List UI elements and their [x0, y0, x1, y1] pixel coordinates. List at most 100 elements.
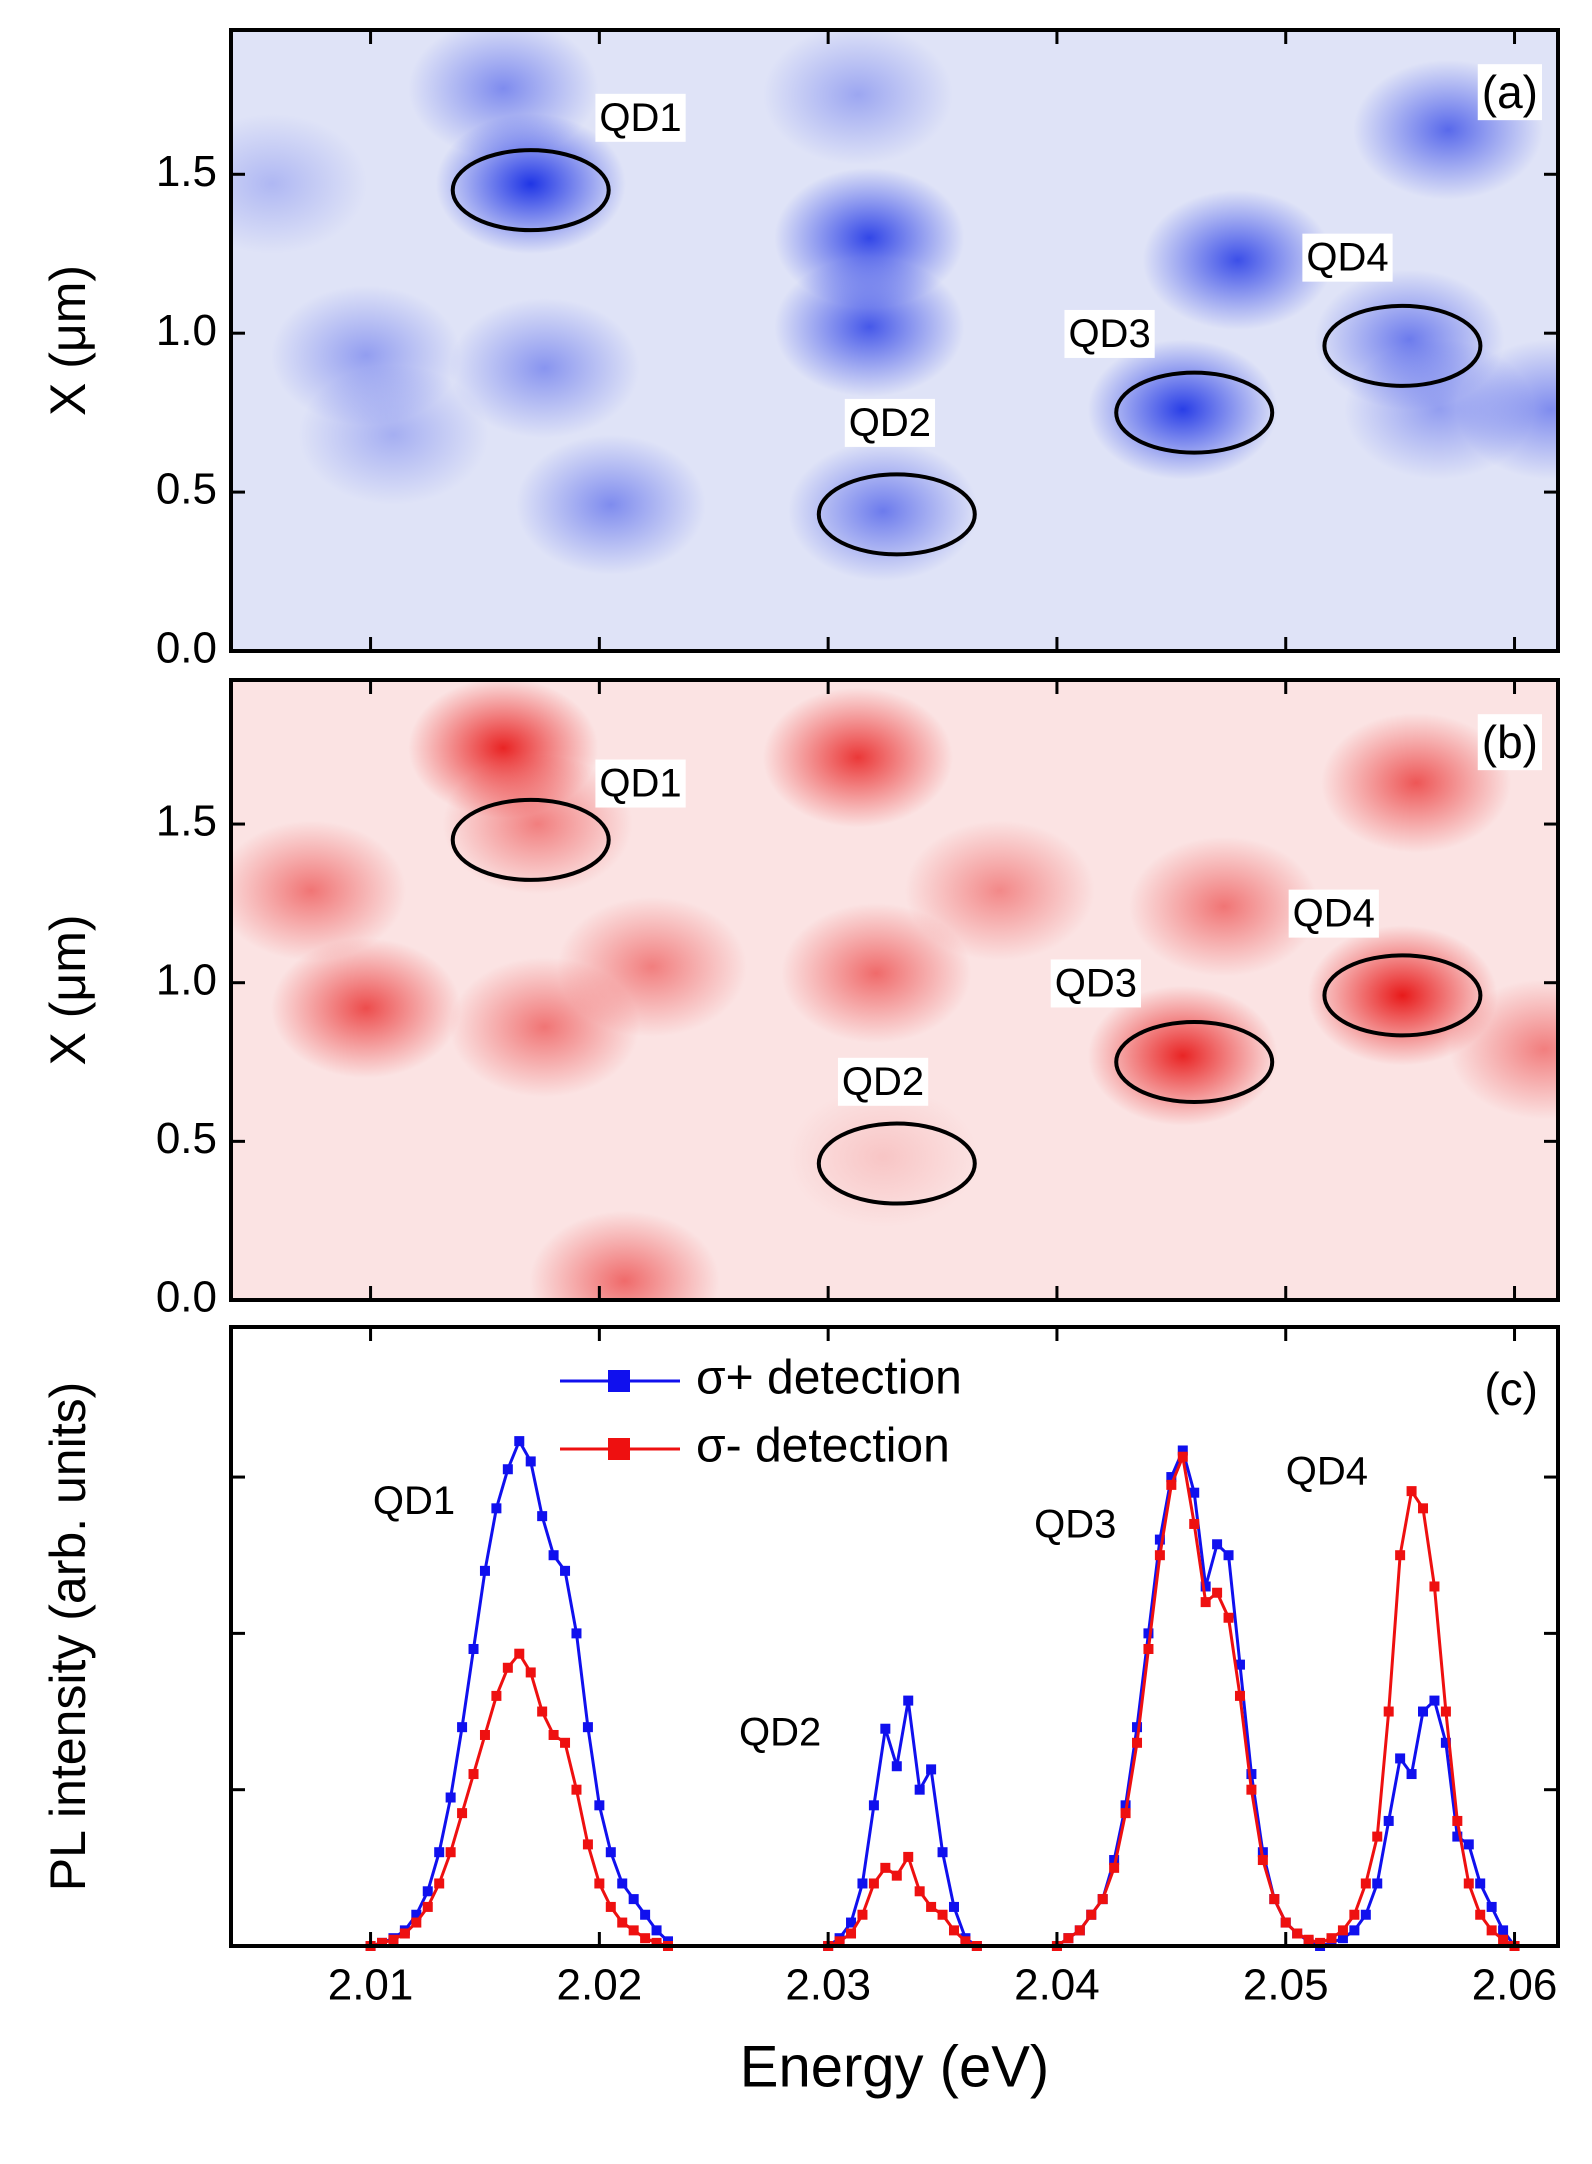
- series-marker: [1097, 1894, 1108, 1905]
- series-marker: [457, 1808, 468, 1819]
- panel-label-box: [1477, 714, 1542, 771]
- series-marker: [1360, 1909, 1371, 1920]
- qd-label-box: [844, 398, 936, 447]
- intensity-spot: [1449, 979, 1558, 1120]
- series-marker: [937, 1847, 948, 1858]
- y-tick-label: 1.5: [156, 147, 217, 196]
- series-marker: [434, 1847, 445, 1858]
- plot-frame: [229, 678, 1560, 1302]
- series-marker: [1177, 1451, 1188, 1462]
- x-axis-label: Energy (eV): [740, 2034, 1049, 2099]
- qd-label-box: [1288, 889, 1379, 938]
- intensity-spot: [515, 434, 706, 575]
- series-marker: [1395, 1550, 1406, 1561]
- series-marker: [1074, 1925, 1085, 1936]
- series-marker: [640, 1933, 651, 1944]
- x-tick-label: 2.03: [785, 1961, 871, 2010]
- qd-ellipse: [1322, 303, 1483, 388]
- series-marker: [1189, 1518, 1200, 1529]
- series-marker: [1246, 1769, 1257, 1780]
- series-marker: [502, 1464, 513, 1475]
- legend-label: σ- detection: [696, 1420, 950, 1473]
- series-marker: [1132, 1737, 1143, 1748]
- series-marker: [1372, 1878, 1383, 1889]
- series-marker: [1463, 1839, 1474, 1850]
- series-marker: [1383, 1815, 1394, 1826]
- series-marker: [1086, 1909, 1097, 1920]
- intensity-spot: [1128, 836, 1319, 977]
- series-marker: [891, 1761, 902, 1772]
- series-marker: [640, 1909, 651, 1920]
- series-marker: [1440, 1706, 1451, 1717]
- y-axis-label: X (μm): [40, 265, 96, 416]
- series-marker: [457, 1722, 468, 1733]
- series-marker: [537, 1511, 548, 1522]
- series-marker: [525, 1456, 536, 1467]
- series-marker: [571, 1628, 582, 1639]
- series-marker: [628, 1894, 639, 1905]
- series-marker: [628, 1925, 639, 1936]
- qd-label: QD3: [1034, 1503, 1116, 1547]
- intensity-spot: [1142, 190, 1333, 331]
- series-marker: [422, 1901, 433, 1912]
- intensity-spot: [762, 687, 953, 828]
- series-marker: [411, 1917, 422, 1928]
- series-line: [370, 1451, 1516, 1948]
- series-marker: [857, 1878, 868, 1889]
- qd-ellipse: [816, 472, 977, 557]
- heatmap: [231, 680, 1558, 1300]
- intensity-spot: [1344, 339, 1535, 480]
- series-marker: [1440, 1737, 1451, 1748]
- series-marker: [846, 1917, 857, 1928]
- series-marker: [1292, 1928, 1303, 1939]
- series-marker: [914, 1784, 925, 1795]
- qd-label-box: [837, 1057, 929, 1106]
- qd-ellipse: [450, 797, 611, 882]
- series-marker: [880, 1723, 891, 1734]
- series-marker: [445, 1792, 456, 1803]
- qd-label: QD2: [842, 1060, 924, 1104]
- panel-label-box: [1477, 64, 1542, 121]
- series-marker: [891, 1870, 902, 1881]
- series-marker: [868, 1878, 879, 1889]
- series-marker: [1166, 1472, 1177, 1483]
- x-tick-label: 2.02: [557, 1961, 643, 2010]
- series-marker: [491, 1690, 502, 1701]
- series-marker: [560, 1565, 571, 1576]
- series-marker: [1406, 1486, 1417, 1497]
- series-marker: [582, 1839, 593, 1850]
- y-tick-label: 1.5: [156, 797, 217, 846]
- series-marker: [479, 1729, 490, 1740]
- series-marker: [411, 1909, 422, 1920]
- intensity-spot: [1087, 985, 1278, 1126]
- series-marker: [617, 1878, 628, 1889]
- series-marker: [560, 1737, 571, 1748]
- qd-label: QD1: [373, 1479, 455, 1523]
- series-marker: [1223, 1550, 1234, 1561]
- series-marker: [1498, 1934, 1509, 1945]
- series-marker: [1349, 1909, 1360, 1920]
- legend-marker: [608, 1370, 630, 1392]
- series-marker: [468, 1769, 479, 1780]
- series-marker: [502, 1662, 513, 1673]
- qd-label-box: [595, 759, 686, 808]
- series-marker: [1120, 1808, 1131, 1819]
- series-marker: [1143, 1644, 1154, 1655]
- series-marker: [617, 1917, 628, 1928]
- series-marker: [857, 1909, 868, 1920]
- qd-ellipse: [1322, 953, 1483, 1038]
- series-marker: [903, 1851, 914, 1862]
- intensity-spot: [774, 256, 965, 397]
- y-tick-label: 0.0: [156, 1273, 217, 1322]
- series-marker: [594, 1878, 605, 1889]
- series-marker: [1418, 1503, 1429, 1514]
- series-marker: [1132, 1722, 1143, 1733]
- series-marker: [1486, 1901, 1497, 1912]
- qd-label: QD1: [599, 96, 681, 140]
- series-marker: [1223, 1612, 1234, 1623]
- series-marker: [514, 1648, 525, 1659]
- plot-frame: [229, 1325, 1560, 1948]
- panel-label: (c): [1484, 1363, 1538, 1415]
